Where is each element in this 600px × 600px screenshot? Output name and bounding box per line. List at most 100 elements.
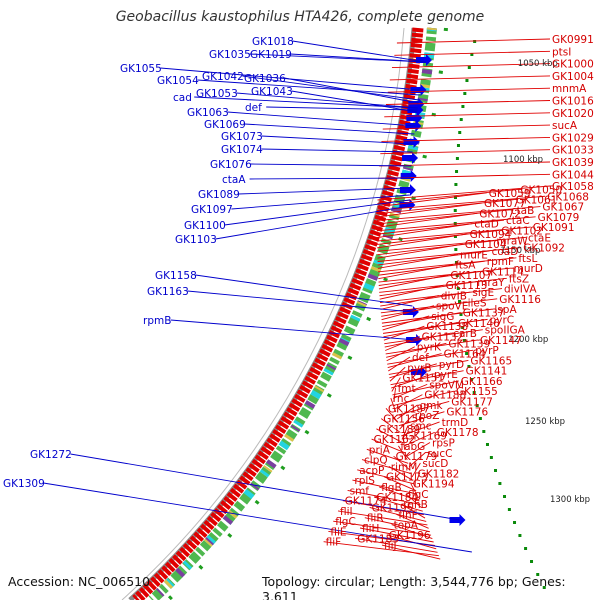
right-leader-line — [387, 87, 551, 93]
left-gene-label: GK1035 — [209, 49, 251, 61]
left-gene-label: GK1069 — [204, 119, 246, 131]
tick-dot — [503, 495, 507, 498]
right-gene-label: ctaC — [506, 215, 530, 227]
right-gene-label: GK1195 — [372, 502, 414, 514]
left-leader-line — [197, 79, 420, 96]
right-gene-label: GK1004 — [552, 71, 594, 83]
right-gene-label: GK1020 — [552, 108, 594, 120]
left-leader-line — [261, 148, 413, 153]
right-gene-label: GK1067 — [542, 202, 584, 214]
right-gene-label: fliE — [330, 526, 346, 538]
left-leader-line — [261, 135, 414, 145]
right-leader-line — [377, 202, 483, 218]
tick-dot — [458, 300, 462, 303]
right-leader-line — [377, 257, 517, 273]
right-gene-label: spoIIGA — [485, 325, 526, 337]
reverse-gene-arrow — [416, 54, 433, 66]
right-gene-label: fliI — [340, 506, 353, 518]
right-leader-line — [374, 496, 423, 512]
right-gene-label: GK1061 — [516, 195, 558, 207]
scale-label: 1100 kbp — [503, 155, 543, 165]
right-leader-line — [355, 537, 438, 553]
right-leader-line — [371, 438, 406, 454]
left-gene-label: GK1163 — [147, 286, 189, 298]
right-leader-line — [398, 445, 408, 461]
right-leader-line — [381, 305, 435, 321]
left-leader-line — [43, 482, 472, 553]
right-leader-line — [388, 466, 414, 481]
right-gene-label: fmt — [398, 383, 416, 395]
right-gene-label: GK1169 — [405, 431, 447, 443]
right-leader-line — [377, 226, 531, 242]
right-leader-line — [377, 192, 487, 208]
left-gene-label: rpmB — [143, 315, 171, 327]
right-leader-line — [393, 387, 397, 402]
accession-text: Accession: NC_006510 — [8, 574, 151, 589]
right-gene-label: GK1059 — [489, 188, 531, 200]
right-leader-line — [369, 507, 427, 522]
tick-dot — [453, 196, 457, 199]
scale-label: 1300 kbp — [550, 495, 590, 505]
left-gene-label: GK1074 — [221, 144, 263, 156]
right-gene-label: GK1196 — [389, 530, 431, 542]
right-leader-line — [384, 112, 551, 118]
right-leader-line — [399, 414, 414, 430]
right-leader-line — [377, 199, 514, 215]
right-leader-line — [361, 459, 412, 475]
tick-dot — [472, 391, 476, 394]
right-gene-label: GK1039 — [552, 157, 594, 169]
left-gene-label: GK1055 — [120, 63, 162, 75]
right-gene-label: flgC — [408, 489, 429, 501]
right-gene-label: GK1166 — [461, 376, 503, 388]
tick-dot — [465, 79, 469, 82]
right-gene-label: GK1116 — [499, 294, 541, 306]
left-leader-line — [238, 187, 411, 195]
right-gene-label: GK1194 — [413, 479, 455, 491]
right-leader-line — [396, 38, 551, 44]
right-leader-line — [405, 493, 422, 509]
right-leader-line — [379, 288, 503, 304]
left-gene-label: def — [245, 102, 262, 114]
right-gene-label: GK1162 — [374, 434, 416, 446]
right-gene-label: GK1141 — [466, 366, 508, 378]
tick-dot — [456, 144, 460, 147]
right-leader-line — [377, 250, 490, 266]
tick-dot — [467, 66, 471, 69]
right-leader-line — [376, 428, 404, 444]
tick-dot — [473, 40, 477, 43]
right-gene-label: acpP — [359, 465, 384, 477]
right-gene-label: GK1137 — [463, 308, 505, 320]
right-gene-label: GK1079 — [538, 212, 580, 224]
right-gene-label: spoVM — [429, 379, 464, 391]
right-gene-label: priA — [369, 444, 391, 456]
right-gene-label: GK1187 — [388, 403, 430, 415]
right-gene-label: spoVE — [436, 301, 468, 313]
right-gene-label: ftsZ — [509, 273, 529, 285]
right-gene-label: GK0991 — [552, 34, 594, 46]
right-gene-label: fliF — [326, 537, 342, 549]
right-leader-line — [347, 489, 421, 505]
tick-dot — [461, 105, 465, 108]
right-leader-line — [379, 284, 444, 300]
left-leader-line — [224, 199, 410, 226]
right-leader-line — [385, 336, 420, 351]
backbone-inner-arc — [121, 27, 405, 600]
right-gene-label: GK1091 — [533, 222, 575, 234]
left-gene-label: GK1018 — [252, 36, 294, 48]
right-gene-label: rplS — [354, 475, 375, 487]
left-leader-line — [266, 106, 418, 111]
right-leader-line — [379, 486, 420, 502]
scale-labels: 1050 kbp 1100 kbp 1150 kbp 1200 kbp 1250 kbp… — [500, 59, 590, 505]
right-leader-line — [377, 233, 468, 249]
right-gene-label: gmk — [420, 400, 444, 412]
tick-dot — [482, 430, 486, 433]
right-gene-label: GK1177 — [451, 396, 493, 408]
tick-dot — [470, 53, 474, 56]
right-leader-line — [384, 332, 452, 348]
right-gene-label: mnmA — [552, 83, 587, 95]
left-leader-line — [291, 90, 418, 113]
right-gene-label: ileS — [468, 297, 487, 309]
right-leader-line — [389, 363, 437, 379]
tick-dot — [507, 508, 511, 511]
